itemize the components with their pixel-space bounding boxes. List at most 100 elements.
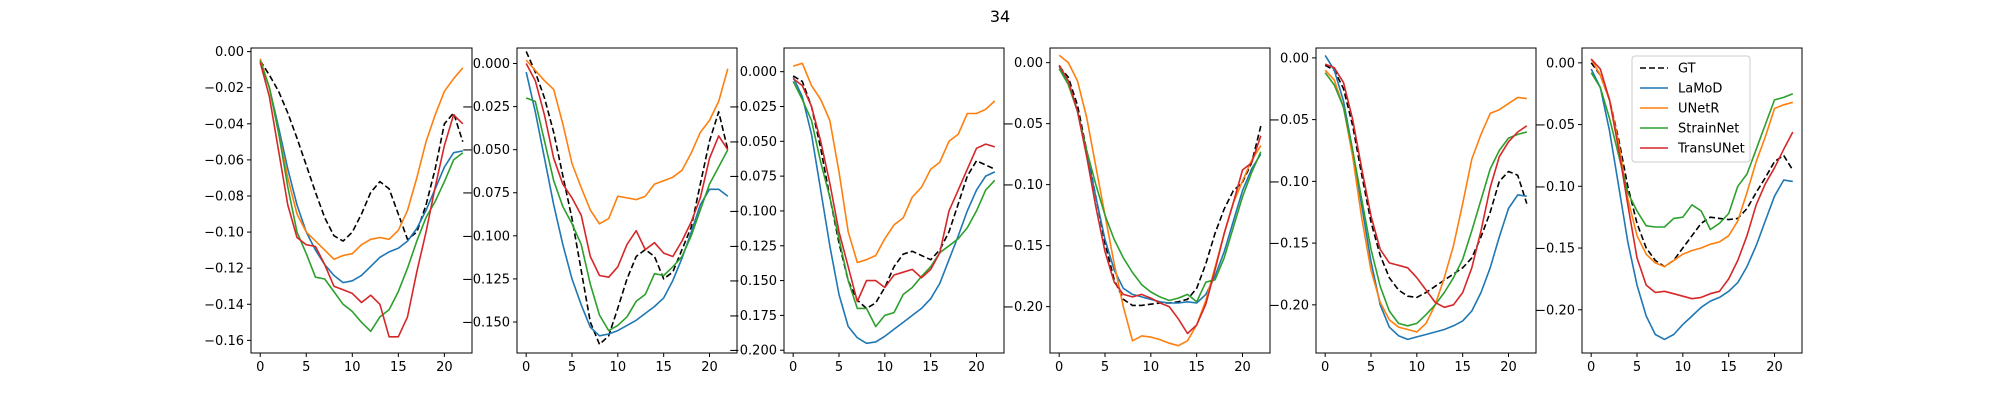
legend: GT LaMoD UNetR StrainNet TransUNet: [1631, 55, 1751, 163]
panels: 0 5 10 15 20 0.00 −0.02 −0.04 −0.06 −0.08 −0.10 −0.…: [204, 45, 1803, 375]
series-line-strainnet: [1324, 72, 1528, 327]
y-tick-label: −0.20: [1535, 303, 1575, 318]
axes-frame: [516, 47, 738, 354]
legend-label-gt: GT: [1678, 62, 1696, 77]
x-tick-label: 0: [1055, 360, 1063, 375]
series-line-gt: [1590, 62, 1794, 268]
axes-frame: [783, 47, 1005, 354]
x-tick-label: 5: [835, 360, 843, 375]
x-tick-label: 10: [1675, 360, 1692, 375]
legend-box: [1631, 55, 1751, 163]
y-tick-label: −0.075: [729, 170, 777, 185]
series-line-strainnet: [525, 97, 729, 332]
x-tick-label: 5: [302, 360, 310, 375]
y-tick-label: −0.15: [1003, 239, 1043, 254]
chart-panel-4: 0 5 10 15 20 0.00 −0.05 −0.10 −0.15 −0.20: [1003, 47, 1271, 375]
y-tick-label: −0.125: [729, 239, 777, 254]
y-tick-label: −0.05: [1535, 118, 1575, 133]
y-tick-label: −0.02: [204, 81, 244, 96]
chart-panel-2: 0 5 10 15 20 0.000 −0.025 −0.050 −0.075 −0.100 −0.…: [462, 47, 738, 375]
series-line-strainnet: [792, 81, 996, 328]
series-line-strainnet: [1590, 72, 1794, 231]
y-tick-label: 0.00: [1546, 56, 1575, 71]
chart-panel-5: 0 5 10 15 20 0.00 −0.05 −0.10 −0.15 −0.20: [1269, 47, 1537, 375]
y-tick-label: −0.04: [204, 117, 244, 132]
axes-frame: [1581, 47, 1803, 354]
series-line-lamod: [259, 60, 463, 284]
x-tick-label: 15: [1454, 360, 1471, 375]
x-tick-label: 10: [1143, 360, 1160, 375]
x-tick-label: 5: [568, 360, 576, 375]
x-tick-label: 5: [1633, 360, 1641, 375]
y-tick-label: −0.100: [462, 229, 510, 244]
x-tick-label: 20: [1500, 360, 1517, 375]
x-tick-label: 20: [436, 360, 453, 375]
x-tick-label: 20: [1234, 360, 1251, 375]
y-tick-label: −0.10: [204, 226, 244, 241]
y-tick-label: −0.08: [204, 189, 244, 204]
series-line-lamod: [1590, 68, 1793, 341]
x-tick-label: 10: [610, 360, 627, 375]
series-line-unetr: [525, 59, 729, 225]
series-line-lamod: [525, 71, 729, 337]
y-tick-label: −0.10: [1535, 180, 1575, 195]
y-tick-label: −0.12: [204, 262, 244, 277]
y-tick-label: −0.125: [462, 272, 510, 287]
x-tick-label: 0: [789, 360, 797, 375]
x-tick-label: 15: [390, 360, 407, 375]
x-tick-label: 15: [655, 360, 672, 375]
y-tick-label: −0.15: [1269, 237, 1309, 252]
y-tick-label: −0.050: [462, 143, 510, 158]
y-tick-label: −0.16: [204, 334, 244, 349]
x-tick-label: 0: [1321, 360, 1329, 375]
series-line-unetr: [1324, 69, 1527, 333]
series-line-strainnet: [1058, 68, 1262, 303]
chart-panel-3: 0 5 10 15 20 0.000 −0.025 −0.050 −0.075 −0.100 −0.…: [729, 47, 1005, 375]
y-tick-label: −0.025: [462, 100, 510, 115]
x-tick-label: 10: [877, 360, 894, 375]
y-tick-label: 0.00: [215, 45, 244, 60]
y-tick-label: −0.075: [462, 186, 510, 201]
series-line-unetr: [259, 58, 464, 261]
y-tick-label: −0.200: [729, 344, 777, 359]
series-line-transunet: [525, 63, 729, 279]
axes-frame: [1049, 47, 1271, 354]
x-tick-label: 20: [701, 360, 718, 375]
figure-title: 34: [990, 7, 1010, 26]
y-tick-label: −0.20: [1003, 300, 1043, 315]
x-tick-label: 5: [1367, 360, 1375, 375]
y-tick-label: 0.000: [473, 57, 510, 72]
legend-label-unetr: UNetR: [1678, 102, 1719, 117]
y-tick-label: −0.150: [462, 315, 510, 330]
y-tick-label: −0.06: [204, 153, 244, 168]
axes-frame: [1315, 47, 1537, 354]
x-tick-label: 0: [522, 360, 530, 375]
series-line-transunet: [792, 77, 996, 303]
series-line-unetr: [792, 62, 996, 264]
x-tick-label: 10: [344, 360, 361, 375]
legend-label-transunet: TransUNet: [1677, 142, 1745, 157]
y-tick-label: −0.05: [1269, 113, 1309, 128]
y-tick-label: 0.000: [740, 65, 777, 80]
x-tick-label: 5: [1101, 360, 1109, 375]
x-tick-label: 0: [1587, 360, 1595, 375]
y-tick-label: −0.20: [1269, 298, 1309, 313]
chart-panel-1: 0 5 10 15 20 0.00 −0.02 −0.04 −0.06 −0.08 −0.10 −0.…: [204, 45, 473, 375]
y-tick-label: −0.14: [204, 298, 244, 313]
axes-frame: [250, 47, 473, 354]
x-tick-label: 15: [1188, 360, 1205, 375]
y-tick-label: −0.05: [1003, 117, 1043, 132]
series-line-gt: [1324, 64, 1528, 299]
y-tick-label: −0.025: [729, 100, 777, 115]
series-line-lamod: [792, 76, 996, 345]
y-tick-label: −0.100: [729, 204, 777, 219]
series-line-transunet: [259, 62, 464, 338]
x-tick-label: 10: [1409, 360, 1426, 375]
series-line-transunet: [1324, 63, 1528, 309]
y-tick-label: −0.150: [729, 274, 777, 289]
series-line-gt: [259, 60, 464, 242]
series-line-transunet: [1590, 58, 1794, 300]
x-tick-label: 15: [1720, 360, 1737, 375]
chart-panel-6: 0 5 10 15 20 0.00 −0.05 −0.10 −0.15 −0.20: [1535, 47, 1803, 375]
